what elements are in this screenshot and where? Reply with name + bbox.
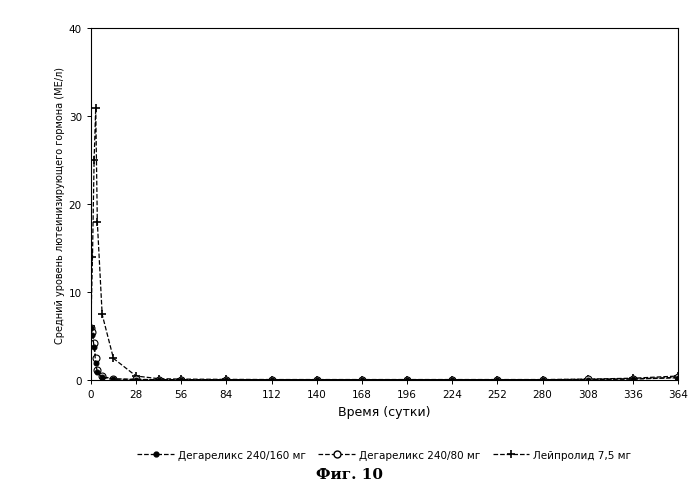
Лейпролид 7,5 мг xyxy=(177,376,185,382)
Дегареликс 240/80 мг xyxy=(358,377,366,383)
Line: Дегареликс 240/80 мг: Дегареликс 240/80 мг xyxy=(87,325,682,384)
Дегареликс 240/160 мг xyxy=(132,377,140,383)
Лейпролид 7,5 мг xyxy=(358,377,366,383)
Дегареликс 240/160 мг xyxy=(584,377,592,383)
Y-axis label: Средний уровень лютеинизирующего гормона (МЕ/л): Средний уровень лютеинизирующего гормона… xyxy=(55,67,64,343)
Дегареликс 240/160 мг xyxy=(312,377,321,383)
Дегареликс 240/80 мг xyxy=(403,377,411,383)
Дегареликс 240/80 мг xyxy=(177,377,185,383)
Лейпролид 7,5 мг xyxy=(93,220,101,225)
X-axis label: Время (сутки): Время (сутки) xyxy=(338,405,431,418)
Лейпролид 7,5 мг xyxy=(154,376,163,382)
Лейпролид 7,5 мг xyxy=(403,377,411,383)
Дегареликс 240/80 мг xyxy=(93,367,101,373)
Лейпролид 7,5 мг xyxy=(674,373,682,379)
Line: Дегареликс 240/160 мг: Дегареликс 240/160 мг xyxy=(89,325,680,383)
Дегареликс 240/80 мг xyxy=(538,377,547,383)
Лейпролид 7,5 мг xyxy=(88,255,96,261)
Лейпролид 7,5 мг xyxy=(132,373,140,379)
Дегареликс 240/160 мг xyxy=(87,325,95,331)
Дегареликс 240/160 мг xyxy=(674,375,682,381)
Лейпролид 7,5 мг xyxy=(584,376,592,382)
Лейпролид 7,5 мг xyxy=(493,377,502,383)
Дегареликс 240/80 мг xyxy=(674,375,682,381)
Line: Лейпролид 7,5 мг: Лейпролид 7,5 мг xyxy=(87,104,682,384)
Лейпролид 7,5 мг xyxy=(90,158,99,164)
Лейпролид 7,5 мг xyxy=(267,377,275,383)
Дегареликс 240/160 мг xyxy=(90,345,99,350)
Дегареликс 240/160 мг xyxy=(154,377,163,383)
Дегареликс 240/80 мг xyxy=(584,377,592,383)
Дегареликс 240/160 мг xyxy=(109,376,117,382)
Дегареликс 240/80 мг xyxy=(132,377,140,383)
Дегареликс 240/160 мг xyxy=(628,376,637,382)
Лейпролид 7,5 мг xyxy=(628,376,637,382)
Лейпролид 7,5 мг xyxy=(87,323,95,329)
Дегареликс 240/160 мг xyxy=(93,370,101,376)
Дегареликс 240/160 мг xyxy=(267,377,275,383)
Дегареликс 240/80 мг xyxy=(109,376,117,382)
Дегареликс 240/80 мг xyxy=(90,341,99,346)
Лейпролид 7,5 мг xyxy=(222,377,231,383)
Дегареликс 240/160 мг xyxy=(222,377,231,383)
Дегареликс 240/80 мг xyxy=(628,376,637,382)
Дегареликс 240/80 мг xyxy=(92,356,100,362)
Дегареликс 240/80 мг xyxy=(312,377,321,383)
Text: Фиг. 10: Фиг. 10 xyxy=(316,468,383,481)
Дегареликс 240/80 мг xyxy=(98,374,106,380)
Лейпролид 7,5 мг xyxy=(312,377,321,383)
Лейпролид 7,5 мг xyxy=(92,105,100,111)
Дегареликс 240/80 мг xyxy=(493,377,502,383)
Лейпролид 7,5 мг xyxy=(538,377,547,383)
Дегареликс 240/160 мг xyxy=(538,377,547,383)
Дегареликс 240/80 мг xyxy=(448,377,456,383)
Дегареликс 240/80 мг xyxy=(267,377,275,383)
Лейпролид 7,5 мг xyxy=(98,312,106,318)
Лейпролид 7,5 мг xyxy=(448,377,456,383)
Дегареликс 240/160 мг xyxy=(448,377,456,383)
Дегареликс 240/80 мг xyxy=(87,325,95,331)
Лейпролид 7,5 мг xyxy=(109,356,117,362)
Дегареликс 240/160 мг xyxy=(358,377,366,383)
Дегареликс 240/80 мг xyxy=(222,377,231,383)
Дегареликс 240/160 мг xyxy=(403,377,411,383)
Дегареликс 240/160 мг xyxy=(493,377,502,383)
Дегареликс 240/80 мг xyxy=(154,377,163,383)
Legend: Дегареликс 240/160 мг, Дегареликс 240/80 мг, Лейпролид 7,5 мг: Дегареликс 240/160 мг, Дегареликс 240/80… xyxy=(134,446,635,464)
Дегареликс 240/80 мг xyxy=(88,329,96,335)
Дегареликс 240/160 мг xyxy=(88,332,96,338)
Дегареликс 240/160 мг xyxy=(98,375,106,381)
Дегареликс 240/160 мг xyxy=(92,360,100,366)
Дегареликс 240/160 мг xyxy=(177,377,185,383)
